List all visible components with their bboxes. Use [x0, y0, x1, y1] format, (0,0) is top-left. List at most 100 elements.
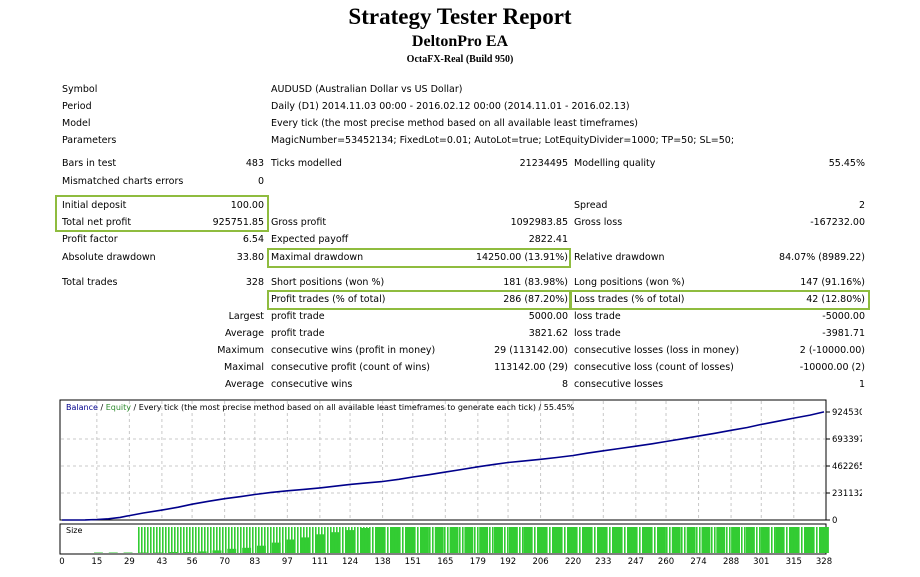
stat-prefix: Average: [224, 379, 264, 390]
size-bar: [201, 527, 203, 553]
x-tick-label: 29: [124, 557, 135, 567]
size-bar: [426, 527, 428, 553]
stat-label: Expected payoff: [271, 234, 349, 245]
size-bar: [297, 527, 299, 553]
size-bar: [171, 527, 173, 553]
size-bar: [306, 527, 308, 553]
size-bar: [423, 527, 425, 553]
size-bar: [510, 527, 512, 553]
size-bar: [588, 527, 590, 553]
size-bar: [249, 527, 251, 553]
info-value: Every tick (the most precise method base…: [271, 118, 639, 129]
size-bar: [624, 527, 626, 553]
size-bar: [805, 527, 815, 553]
size-bar: [462, 527, 464, 553]
stat-value: 328: [245, 277, 264, 288]
size-bar: [447, 527, 449, 553]
size-bar: [147, 527, 149, 553]
size-bar: [708, 527, 710, 553]
size-bar: [351, 527, 353, 553]
size-bar: [735, 527, 737, 553]
stat-label: loss trade: [574, 328, 621, 339]
stat-label: profit trade: [271, 328, 325, 339]
size-bar: [411, 527, 413, 553]
stat-value: 8: [561, 379, 568, 390]
stat-label: Profit trades (% of total): [271, 294, 386, 305]
size-bar: [150, 527, 152, 553]
size-bar: [339, 527, 341, 553]
stat-label: Absolute drawdown: [62, 252, 156, 263]
size-bar: [219, 527, 221, 553]
size-bar: [480, 527, 482, 553]
stat-label: Mismatched charts errors: [62, 176, 184, 187]
size-bar: [216, 527, 218, 553]
size-bar: [538, 527, 548, 553]
stat-value: 21234495: [519, 158, 568, 169]
size-bar: [267, 527, 269, 553]
stat-value: 3821.62: [528, 328, 568, 339]
size-bar: [621, 527, 623, 553]
size-bar: [312, 527, 314, 553]
size-bar: [669, 527, 671, 553]
size-bar: [180, 527, 182, 553]
size-bar: [790, 527, 800, 553]
size-bar: [660, 527, 662, 553]
info-value: MagicNumber=53452134; FixedLot=0.01; Aut…: [271, 135, 735, 146]
size-bar: [138, 552, 148, 553]
report-title: Strategy Tester Report: [348, 4, 572, 29]
size-bar: [522, 527, 524, 553]
stat-prefix: Largest: [228, 311, 264, 322]
stat-value: -5000.00: [822, 311, 865, 322]
stat-value: -167232.00: [810, 217, 865, 228]
stat-label: profit trade: [271, 311, 325, 322]
size-bar: [687, 527, 689, 553]
size-bar: [726, 527, 728, 553]
size-bar: [192, 527, 194, 553]
size-bar: [555, 527, 557, 553]
balance-line: [61, 411, 825, 521]
size-bar: [582, 527, 584, 553]
size-bar: [552, 527, 554, 553]
size-bar: [429, 527, 431, 553]
info-label: Period: [62, 101, 92, 112]
balance-plot-frame: [59, 399, 827, 521]
size-bar: [222, 527, 224, 553]
size-bar: [639, 527, 641, 553]
size-bar: [525, 527, 527, 553]
size-bar: [225, 527, 227, 553]
size-bar: [627, 527, 629, 553]
balance-chart: Balance / Equity / Every tick (the most …: [59, 399, 862, 567]
size-bar: [675, 527, 677, 553]
size-bar: [483, 527, 485, 553]
x-tick-label: 15: [91, 557, 102, 567]
stat-label: Profit factor: [62, 234, 118, 245]
size-bar: [183, 527, 185, 553]
size-bar: [504, 527, 506, 553]
info-label: Model: [62, 118, 91, 129]
size-bar: [597, 527, 607, 553]
size-bar: [264, 527, 266, 553]
size-bar: [456, 527, 458, 553]
size-bar: [231, 527, 233, 553]
size-bar: [594, 527, 596, 553]
highlight-max-drawdown: [267, 248, 571, 268]
info-label: Parameters: [62, 135, 117, 146]
legend-rest: / Every tick (the most precise method ba…: [131, 403, 575, 412]
stat-value: 2822.41: [528, 234, 568, 245]
stat-label: Relative drawdown: [574, 252, 665, 263]
chart-grid: [61, 401, 825, 519]
x-tick-label: 192: [500, 557, 516, 567]
size-bar: [282, 527, 284, 553]
stat-label: Short positions (won %): [271, 277, 385, 288]
size-bar: [159, 527, 161, 553]
size-bar: [627, 527, 637, 553]
size-bar: [645, 527, 647, 553]
size-bar: [393, 527, 395, 553]
size-bar: [366, 527, 368, 553]
size-bar: [600, 527, 602, 553]
size-bar: [747, 527, 749, 553]
size-bar: [543, 527, 545, 553]
size-bar: [762, 527, 764, 553]
size-bar: [165, 527, 167, 553]
stat-label: Bars in test: [62, 158, 117, 169]
